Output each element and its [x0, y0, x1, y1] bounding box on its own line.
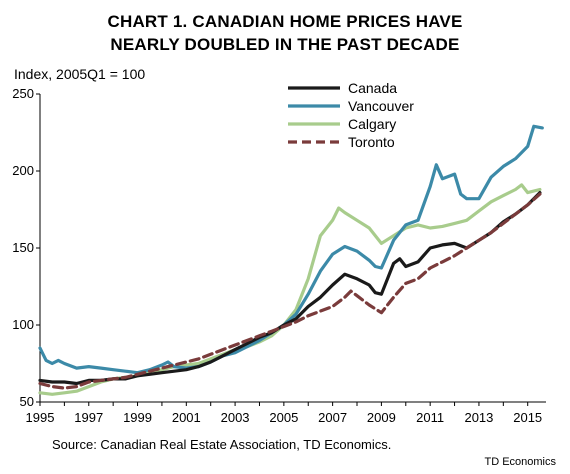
x-tick-label: 2011: [416, 410, 444, 425]
y-axis-label: Index, 2005Q1 = 100: [14, 66, 146, 82]
y-tick-label: 250: [12, 86, 34, 101]
y-tick-label: 150: [12, 240, 34, 255]
legend-label-calgary: Calgary: [348, 116, 396, 132]
x-tick-label: 2015: [513, 410, 542, 425]
x-tick-label: 2007: [318, 410, 347, 425]
chart-series: [38, 124, 544, 396]
chart-axes: 50 100 150 200 250 1995 1997 1999 2001 2003 2005 20…: [12, 86, 546, 425]
legend-label-toronto: Toronto: [348, 134, 395, 150]
chart-title-line-1: CHART 1. CANADIAN HOME PRICES HAVE: [107, 12, 463, 31]
series-line-vancouver: [38, 124, 544, 375]
x-tick-label: 1999: [123, 410, 152, 425]
series-line-calgary: [38, 183, 542, 396]
x-tick-label: 1995: [26, 410, 55, 425]
x-tick-label: 2001: [172, 410, 201, 425]
x-tick-label: 2003: [221, 410, 250, 425]
y-tick-label: 100: [12, 317, 34, 332]
legend-label-canada: Canada: [348, 80, 397, 96]
x-tick-label: 1997: [74, 410, 103, 425]
x-tick-label: 2005: [269, 410, 298, 425]
series-line-toronto: [38, 192, 542, 390]
source-note: Source: Canadian Real Estate Association…: [52, 437, 392, 452]
credit-text: TD Economics: [484, 456, 556, 468]
x-tick-label: 2013: [464, 410, 493, 425]
legend-label-vancouver: Vancouver: [348, 98, 414, 114]
chart-legend: Canada Vancouver Calgary Toronto: [288, 80, 414, 150]
y-tick-label: 200: [12, 163, 34, 178]
y-tick-label: 50: [20, 394, 34, 409]
chart-title-line-2: NEARLY DOUBLED IN THE PAST DECADE: [110, 35, 460, 54]
x-tick-label: 2009: [367, 410, 396, 425]
